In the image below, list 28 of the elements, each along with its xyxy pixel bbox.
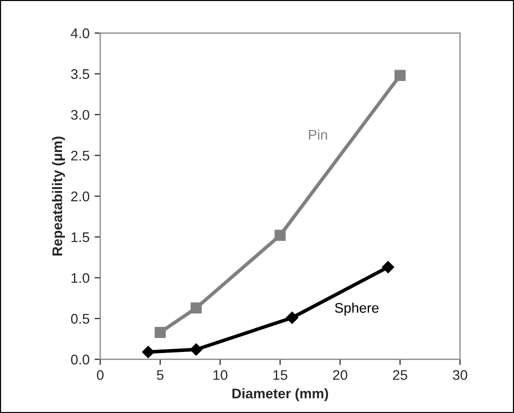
y-tick-label: 3.0 [71,110,90,120]
y-tick-label: 2.5 [71,150,90,161]
y-tick-label: 0.5 [71,314,90,324]
y-tick-label: 0.0 [71,354,90,364]
point [190,302,202,314]
x-tick-label: 30 [452,370,468,380]
series-label: Pin [308,129,328,140]
y-tick-label: 2.0 [71,192,90,202]
x-axis-title: Diameter (mm) [232,388,328,402]
point [142,346,154,358]
y-axis-title: Repeatability (μm) [52,136,65,256]
y-tick-label: 1.0 [72,273,90,283]
point [274,230,286,241]
x-tick-label: 10 [214,370,228,380]
x-tick-label: 25 [393,370,408,380]
y-tick-label: 4.0 [70,28,90,38]
series-label: Sphere [335,302,379,316]
point [286,312,298,324]
x-tick-label: 15 [273,370,288,380]
x-tick-label: 5 [156,370,164,380]
point [154,326,166,338]
point [382,261,394,274]
point [394,70,406,82]
x-tick-label: 0 [96,370,104,380]
x-tick-label: 20 [333,370,348,380]
y-tick-label: 1.5 [72,232,90,242]
point [190,343,202,356]
y-tick-label: 3.5 [71,69,90,79]
